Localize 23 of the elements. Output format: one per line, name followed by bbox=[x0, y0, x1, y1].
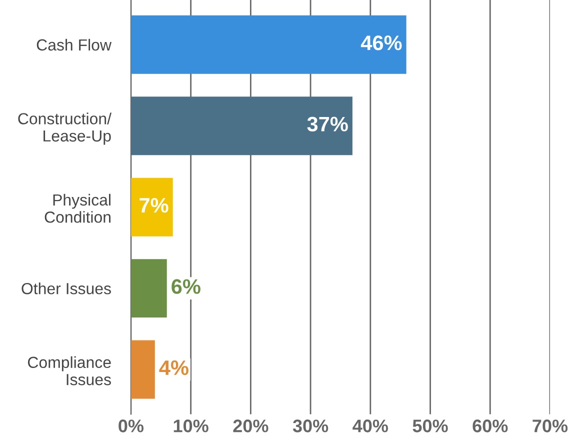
data-label: 46% bbox=[360, 36, 402, 50]
y-tick-label: Cash Flow bbox=[36, 38, 112, 51]
x-tick-label: 10% bbox=[174, 420, 208, 432]
x-tick-label: 60% bbox=[472, 420, 508, 432]
x-tick-label: 40% bbox=[352, 420, 388, 432]
x-tick-label: 70% bbox=[532, 420, 568, 432]
x-tick-label: 30% bbox=[292, 420, 328, 432]
y-tick-label: Physical Condition bbox=[44, 194, 110, 223]
data-label: 7% bbox=[140, 198, 168, 213]
data-label: 37% bbox=[307, 116, 348, 132]
data-label: 4% bbox=[159, 360, 188, 376]
data-label: 6% bbox=[172, 279, 200, 294]
y-tick-label: Compliance Issues bbox=[28, 356, 111, 386]
bar bbox=[130, 340, 155, 399]
bar bbox=[130, 259, 167, 318]
y-tick-label: Other Issues bbox=[22, 282, 111, 294]
y-tick-label: Construction/ Lease-Up bbox=[18, 112, 112, 145]
bar bbox=[130, 15, 406, 74]
x-tick-label: 50% bbox=[412, 420, 448, 432]
x-tick-label: 20% bbox=[233, 420, 268, 432]
x-tick-label: 0% bbox=[118, 420, 144, 432]
bar bbox=[130, 96, 352, 156]
bar bbox=[130, 178, 173, 236]
